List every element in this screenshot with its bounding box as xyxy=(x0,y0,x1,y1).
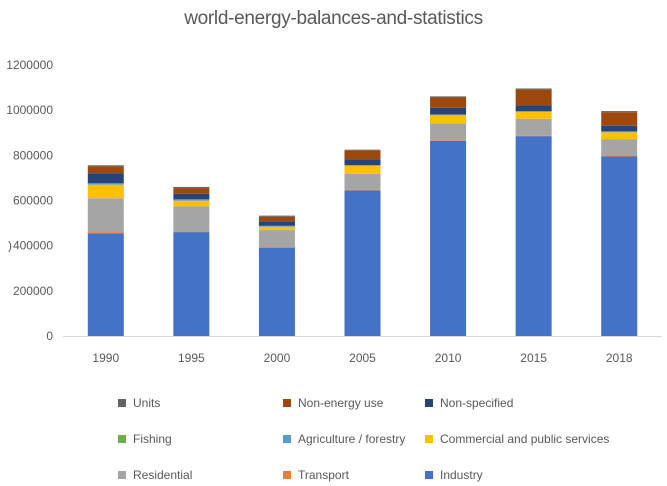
legend-swatch xyxy=(425,471,433,479)
y-axis-label: ) xyxy=(8,239,12,253)
bar-segment-residential-2015 xyxy=(515,118,552,136)
bar-segment-industry-2000 xyxy=(258,247,295,336)
bar-segment-agriculture-forestry-2010 xyxy=(430,114,467,116)
bar-segment-non-energy-use-2015 xyxy=(515,89,552,106)
legend-swatch xyxy=(118,399,126,407)
legend-label: Fishing xyxy=(133,432,172,446)
bar-segment-agriculture-forestry-2000 xyxy=(258,226,295,227)
bar-segment-non-energy-use-2000 xyxy=(258,216,295,222)
bar-segment-non-specified-1995 xyxy=(173,193,210,200)
bar-segment-commercial-and-public-services-2015 xyxy=(515,111,552,119)
bar-segment-non-energy-use-2018 xyxy=(601,112,638,126)
legend-label: Residential xyxy=(133,468,193,482)
y-tick-label: 600000 xyxy=(13,194,53,208)
bar-segment-non-energy-use-2010 xyxy=(430,97,467,108)
legend-label: Commercial and public services xyxy=(440,432,610,446)
x-tick-label: 2000 xyxy=(264,351,291,365)
bar-segment-industry-2005 xyxy=(344,190,381,336)
legend-label: Non-specified xyxy=(440,396,514,410)
legend-item: Residential xyxy=(118,464,283,486)
x-tick-label: 1990 xyxy=(92,351,119,365)
legend-swatch xyxy=(283,435,291,443)
bar-segment-transport-2005 xyxy=(344,189,381,191)
legend-item: Commercial and public services xyxy=(425,428,625,450)
bar-segment-commercial-and-public-services-2000 xyxy=(258,226,295,231)
bar-segment-commercial-and-public-services-2018 xyxy=(601,132,638,140)
legend-swatch xyxy=(425,399,433,407)
legend-label: Industry xyxy=(440,468,483,482)
bar-segment-industry-1990 xyxy=(87,233,124,336)
bar-segment-residential-2018 xyxy=(601,139,638,157)
legend-swatch xyxy=(425,435,433,443)
bar-segment-non-energy-use-2005 xyxy=(344,150,381,160)
bar-segment-non-specified-2000 xyxy=(258,221,295,226)
bar-segment-transport-2000 xyxy=(258,247,295,248)
bar-segment-agriculture-forestry-2005 xyxy=(344,165,381,166)
bar-segment-non-energy-use-1995 xyxy=(173,188,210,194)
bar-segment-non-specified-2015 xyxy=(515,105,552,112)
chart-plot: 0 200000 400000 600000 800000 1000000 1200000)… xyxy=(6,58,662,365)
bar-segment-units-2000 xyxy=(258,215,295,217)
legend-item: Fishing xyxy=(118,428,283,450)
bar-segment-units-2010 xyxy=(430,96,467,98)
bar-segment-non-specified-2005 xyxy=(344,159,381,166)
y-tick-label: 1200000 xyxy=(6,58,53,72)
bar-segment-transport-1990 xyxy=(87,232,124,234)
bar-segment-agriculture-forestry-2015 xyxy=(515,111,552,112)
legend-label: Agriculture / forestry xyxy=(298,432,406,446)
legend-label: Units xyxy=(133,396,161,410)
legend-item: Transport xyxy=(283,464,425,486)
legend-label: Non-energy use xyxy=(298,396,384,410)
legend-item: Units xyxy=(118,392,283,414)
bar-segment-commercial-and-public-services-2010 xyxy=(430,115,467,124)
bar-segment-non-specified-2018 xyxy=(601,125,638,132)
bar-segment-agriculture-forestry-1995 xyxy=(173,199,210,201)
bar-segment-units-1995 xyxy=(173,186,210,189)
legend-item: Industry xyxy=(425,464,625,486)
x-tick-label: 2018 xyxy=(606,351,633,365)
legend-label: Transport xyxy=(298,468,349,482)
bar-segment-commercial-and-public-services-1990 xyxy=(87,184,124,199)
y-tick-label: 1000000 xyxy=(6,103,53,117)
legend-swatch xyxy=(118,471,126,479)
bar-segment-residential-1990 xyxy=(87,198,124,233)
bar-segment-units-2018 xyxy=(601,111,638,113)
bar-segment-agriculture-forestry-1990 xyxy=(87,183,124,185)
legend-item: Non-energy use xyxy=(283,392,425,414)
bar-segment-residential-2005 xyxy=(344,173,381,190)
y-tick-label: 200000 xyxy=(13,284,53,298)
bar-segment-industry-2015 xyxy=(515,136,552,336)
bar-segment-agriculture-forestry-2018 xyxy=(601,131,638,133)
bar-segment-non-specified-1990 xyxy=(87,173,124,184)
legend-swatch xyxy=(283,399,291,407)
legend-swatch xyxy=(283,471,291,479)
bar-segment-commercial-and-public-services-1995 xyxy=(173,200,210,207)
bar-segment-commercial-and-public-services-2005 xyxy=(344,165,381,174)
y-tick-label: 800000 xyxy=(13,148,53,162)
bar-segment-units-2015 xyxy=(515,88,552,90)
bar-segment-residential-1995 xyxy=(173,206,210,232)
chart-title: world-energy-balances-and-statistics xyxy=(184,8,483,29)
bar-segment-units-1990 xyxy=(87,165,124,167)
bar-segment-transport-1995 xyxy=(173,231,210,233)
bar-segment-industry-1995 xyxy=(173,232,210,336)
bar-segment-units-2005 xyxy=(344,149,381,151)
bar-segment-residential-2010 xyxy=(430,123,467,141)
legend-swatch xyxy=(118,435,126,443)
y-tick-label: 400000 xyxy=(13,239,53,253)
bar-segment-industry-2010 xyxy=(430,140,467,336)
bar-segment-non-specified-2010 xyxy=(430,107,467,115)
bar-segment-non-energy-use-1990 xyxy=(87,166,124,174)
bar-segment-industry-2018 xyxy=(601,156,638,336)
y-tick-label: 0 xyxy=(46,329,53,343)
x-tick-label: 1995 xyxy=(178,351,205,365)
legend-item: Non-specified xyxy=(425,392,625,414)
bar-segment-residential-2000 xyxy=(258,230,295,248)
x-tick-label: 2015 xyxy=(520,351,547,365)
x-tick-label: 2010 xyxy=(435,351,462,365)
chart-legend: Units Non-energy use Non-specified Fishing A… xyxy=(118,392,618,486)
legend-item: Agriculture / forestry xyxy=(283,428,425,450)
x-tick-label: 2005 xyxy=(349,351,376,365)
